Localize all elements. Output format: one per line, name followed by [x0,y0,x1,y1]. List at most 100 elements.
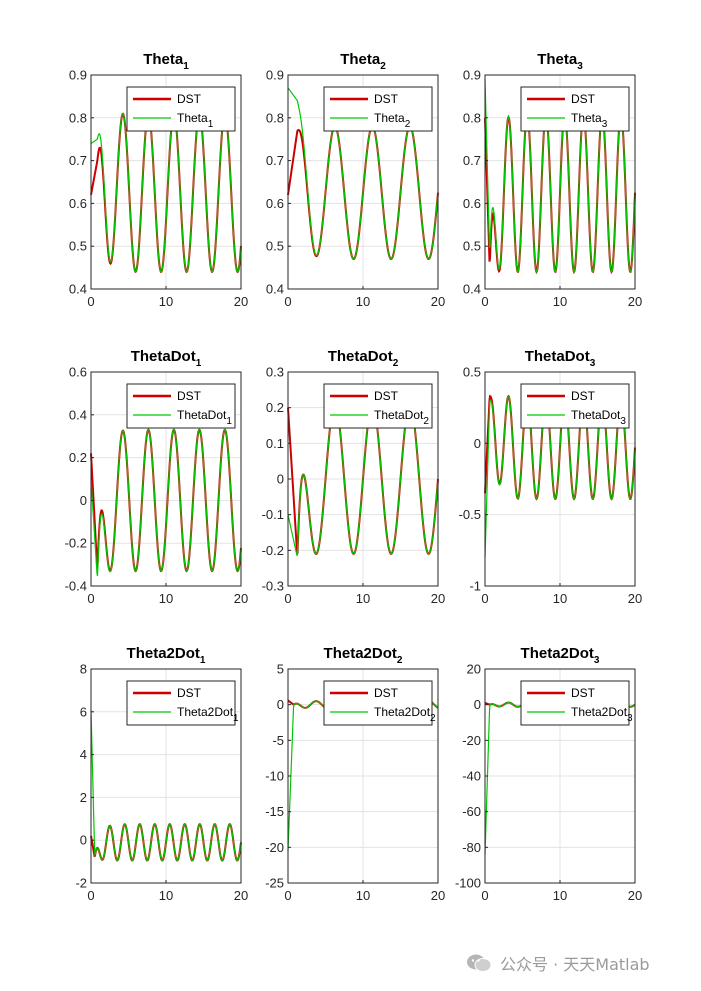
legend: DST Theta3 [520,86,630,132]
legend-entry: DST [177,389,202,403]
x-tick-label: 20 [234,591,248,606]
legend: DST Theta2Dot2 [323,680,436,726]
legend: DST Theta1 [126,86,236,132]
y-tick-label: 0.5 [266,239,284,254]
legend-box [520,86,630,132]
y-tick-label: -60 [462,804,481,819]
chart-title: ThetaDot1 [131,348,202,369]
y-tick-label: -20 [462,733,481,748]
subplot-4: -0.4 -0.2 0 0.2 0.4 0.6 0 10 20 ThetaDot1 DST Theta… [65,348,249,606]
x-tick-label: 0 [284,294,291,309]
x-tick-label: 20 [431,591,445,606]
x-tick-label: 0 [87,294,94,309]
x-tick-label: 10 [356,591,370,606]
legend: DST ThetaDot1 [126,383,236,429]
x-tick-label: 10 [159,888,173,903]
y-tick-label: 2 [80,790,87,805]
y-tick-label: 0 [277,472,284,487]
legend-box [126,680,236,726]
y-tick-label: 0.1 [266,436,284,451]
x-tick-label: 10 [553,294,567,309]
legend-entry: Theta2Dot1 [177,705,239,724]
legend-entry: ThetaDot2 [374,408,429,427]
subplot-5: -0.3 -0.2 -0.1 0 0.1 0.2 0.3 0 10 20 ThetaDot2 DST T… [262,348,446,606]
y-tick-label: 0.2 [69,450,87,465]
legend-entry: Theta2Dot3 [571,705,633,724]
legend-entry: DST [177,686,202,700]
y-tick-label: -2 [75,876,87,891]
y-tick-label: 0 [474,697,481,712]
y-tick-label: -10 [265,769,284,784]
series-line-model [484,395,636,558]
x-tick-label: 20 [628,591,642,606]
chart-title: Theta3 [537,51,583,72]
y-tick-label: -0.2 [262,543,284,558]
x-tick-label: 10 [159,294,173,309]
y-tick-label: 0.9 [266,68,284,83]
legend-box [323,86,433,132]
y-tick-label: 0 [80,833,87,848]
legend-entry: DST [374,389,399,403]
x-tick-label: 20 [431,294,445,309]
y-tick-label: 0.8 [69,110,87,125]
wechat-icon [467,954,492,972]
legend: DST Theta2Dot3 [520,680,633,726]
x-tick-label: 0 [87,591,94,606]
y-tick-label: -1 [469,579,481,594]
y-tick-label: 0.6 [463,196,481,211]
legend-entry: DST [374,686,399,700]
y-tick-label: 5 [277,662,284,677]
x-tick-label: 20 [234,294,248,309]
subplot-6: -1 -0.5 0 0.5 0 10 20 ThetaDot3 DST ThetaDot3 [459,348,643,606]
chart-title: Theta1 [143,51,189,72]
legend-entry: Theta2 [374,111,411,130]
legend: DST ThetaDot3 [520,383,630,429]
y-tick-label: -40 [462,769,481,784]
series-line-model [90,709,242,862]
y-tick-label: 0 [80,493,87,508]
legend-box [520,383,630,429]
x-tick-label: 20 [234,888,248,903]
y-tick-label: 0.6 [69,365,87,380]
legend: DST ThetaDot2 [323,383,433,429]
legend-box [126,86,236,132]
legend-entry: DST [374,92,399,106]
y-tick-label: 0.6 [69,196,87,211]
legend-box [323,383,433,429]
y-tick-label: 0.7 [266,153,284,168]
legend-box [520,680,630,726]
x-tick-label: 10 [553,591,567,606]
y-tick-label: -25 [265,876,284,891]
x-tick-label: 0 [481,591,488,606]
legend-entry: DST [571,389,596,403]
legend-entry: Theta2Dot2 [374,705,436,724]
series-line-model [90,429,242,577]
subplot-1: 0.4 0.5 0.6 0.7 0.8 0.9 0 10 20 Theta1 DST Theta1 [69,51,248,309]
legend-entry: ThetaDot1 [177,408,232,427]
legend: DST Theta2 [323,86,433,132]
x-tick-label: 10 [159,591,173,606]
y-tick-label: 0.4 [463,282,481,297]
y-tick-label: 0.5 [463,239,481,254]
subplot-2: 0.4 0.5 0.6 0.7 0.8 0.9 0 10 20 Theta2 DST Theta2 [266,51,445,309]
y-tick-label: -15 [265,804,284,819]
chart-title: ThetaDot3 [525,348,596,369]
y-tick-label: -100 [455,876,481,891]
legend-entry: DST [177,92,202,106]
y-tick-label: 0.8 [266,110,284,125]
watermark: 公众号 · 天天Matlab [466,951,650,975]
x-tick-label: 0 [87,888,94,903]
legend-entry: Theta3 [571,111,608,130]
subplot-9: -100 -80 -60 -40 -20 0 20 0 10 20 Theta2Dot3 DST The… [455,645,642,903]
legend-entry: DST [571,686,596,700]
subplot-8: -25 -20 -15 -10 -5 0 5 0 10 20 Theta2Dot2 DST Theta2… [265,645,445,903]
x-tick-label: 20 [628,294,642,309]
x-tick-label: 0 [481,888,488,903]
y-tick-label: 0.9 [69,68,87,83]
y-tick-label: -0.2 [65,536,87,551]
y-tick-label: 20 [467,662,481,677]
y-tick-label: -20 [265,840,284,855]
chart-title: Theta2 [340,51,386,72]
